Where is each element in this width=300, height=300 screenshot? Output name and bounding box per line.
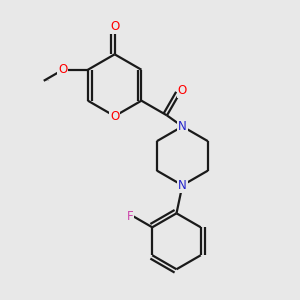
Text: N: N bbox=[178, 120, 187, 133]
Text: F: F bbox=[127, 210, 134, 223]
Text: O: O bbox=[178, 84, 187, 97]
Text: O: O bbox=[110, 110, 119, 123]
Text: methoxy: methoxy bbox=[44, 80, 50, 81]
Text: O: O bbox=[110, 20, 119, 33]
Text: N: N bbox=[178, 179, 187, 192]
Text: O: O bbox=[58, 63, 68, 76]
